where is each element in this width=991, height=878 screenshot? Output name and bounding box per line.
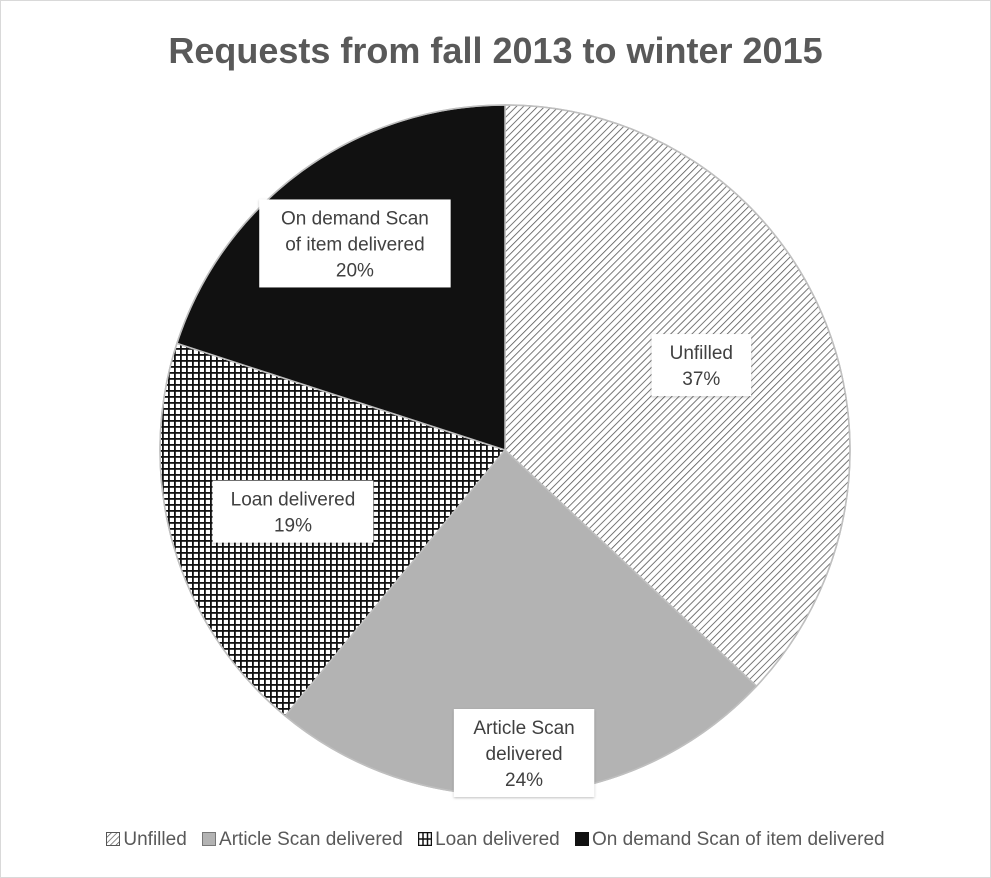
data-label-text: delivered xyxy=(486,744,563,765)
data-label-box xyxy=(651,334,752,397)
data-label-text: Article Scan xyxy=(473,718,574,739)
data-label-text: 24% xyxy=(505,770,543,791)
data-label-text: 19% xyxy=(274,516,312,537)
legend-item-unfilled: Unfilled xyxy=(106,829,187,851)
data-label-unfilled: Unfilled 37% xyxy=(651,334,752,397)
chart-legend: Unfilled Article Scan delivered Loan del… xyxy=(0,829,991,851)
data-label-loan-delivered: Loan delivered 19% xyxy=(212,480,374,543)
data-label-text: of item delivered xyxy=(285,234,424,255)
data-label-article-scan-delivered: Article Scan delivered 24% xyxy=(453,709,595,798)
chart-title: Requests from fall 2013 to winter 2015 xyxy=(168,30,823,71)
data-label-box xyxy=(212,480,374,543)
legend-item-on-demand-scan: On demand Scan of item delivered xyxy=(575,829,885,851)
data-label-text: Loan delivered xyxy=(231,490,356,511)
data-label-box xyxy=(453,709,595,798)
data-label-text: 37% xyxy=(682,369,720,390)
legend-swatch-icon xyxy=(106,832,121,846)
data-label-box xyxy=(259,199,451,288)
legend-label: Article Scan delivered xyxy=(219,829,403,850)
data-label-text: 20% xyxy=(336,260,374,281)
legend-swatch-icon xyxy=(202,832,217,846)
legend-item-loan: Loan delivered xyxy=(417,829,560,851)
legend-label: Unfilled xyxy=(123,829,187,850)
legend-swatch-icon xyxy=(417,831,433,847)
data-label-on-demand-scan-of-item-delivered: On demand Scan of item delivered 20% xyxy=(259,199,451,288)
data-label-text: On demand Scan xyxy=(281,208,429,229)
data-label-text: Unfilled xyxy=(670,343,733,364)
legend-item-article-scan: Article Scan delivered xyxy=(202,829,403,851)
legend-label: Loan delivered xyxy=(435,829,560,850)
legend-swatch-icon xyxy=(575,832,590,846)
legend-label: On demand Scan of item delivered xyxy=(592,829,885,850)
pie-chart: Unfilled 37% Article Scan delivered 24% Loan … xyxy=(159,104,851,798)
